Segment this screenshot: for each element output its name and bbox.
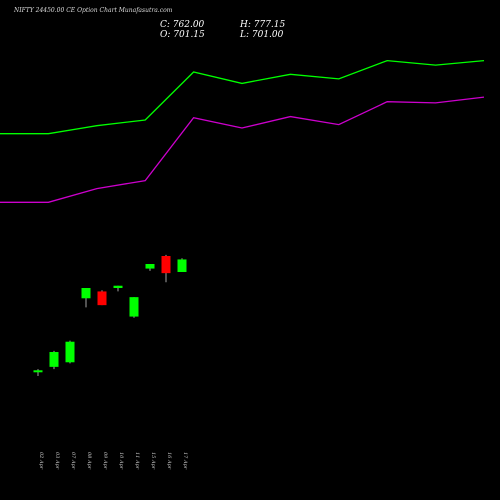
candle-body xyxy=(161,256,171,274)
low-value: L: 701.00 xyxy=(239,30,284,40)
candle-body xyxy=(49,352,59,367)
candle xyxy=(145,264,155,271)
close-value: C: 762.00 xyxy=(160,20,205,30)
chart-title: NIFTY 24450.00 CE Option Chart Munafasut… xyxy=(13,7,173,14)
candle xyxy=(81,288,91,308)
x-tick-label: 02 Apr xyxy=(38,452,44,470)
candle xyxy=(113,285,123,292)
open-value: O: 701.15 xyxy=(160,30,205,40)
x-axis-ticks: 02 Apr 03 Apr 07 Apr 08 Apr 09 Apr 10 Apr 11 A… xyxy=(38,452,188,470)
x-tick-label: 15 Apr xyxy=(150,452,156,470)
candle-body xyxy=(129,297,139,317)
x-tick-label: 10 Apr xyxy=(118,452,124,470)
x-tick-label: 17 Apr xyxy=(182,452,188,470)
x-tick-label: 09 Apr xyxy=(102,452,108,470)
x-tick-label: 03 Apr xyxy=(54,452,60,470)
candle-body xyxy=(97,291,107,306)
candle xyxy=(33,369,43,376)
candle xyxy=(49,350,59,370)
candle-body xyxy=(145,264,155,269)
band-line-1 xyxy=(0,96,485,203)
band-line-0 xyxy=(0,59,485,135)
high-value: H: 777.15 xyxy=(239,20,286,30)
candle-body xyxy=(177,259,187,272)
candle xyxy=(161,254,171,283)
candle xyxy=(65,340,75,364)
x-tick-label: 11 Apr xyxy=(134,452,140,470)
candle xyxy=(177,258,187,272)
candle-body xyxy=(113,285,123,288)
candles xyxy=(33,254,187,376)
candle xyxy=(129,297,139,318)
band-lines xyxy=(0,59,485,203)
x-tick-label: 16 Apr xyxy=(166,452,172,470)
candle-body xyxy=(81,288,91,299)
x-tick-label: 07 Apr xyxy=(70,452,76,470)
x-tick-label: 08 Apr xyxy=(86,452,92,470)
candle-body xyxy=(33,370,43,373)
candle xyxy=(97,290,107,306)
candle-body xyxy=(65,341,75,363)
